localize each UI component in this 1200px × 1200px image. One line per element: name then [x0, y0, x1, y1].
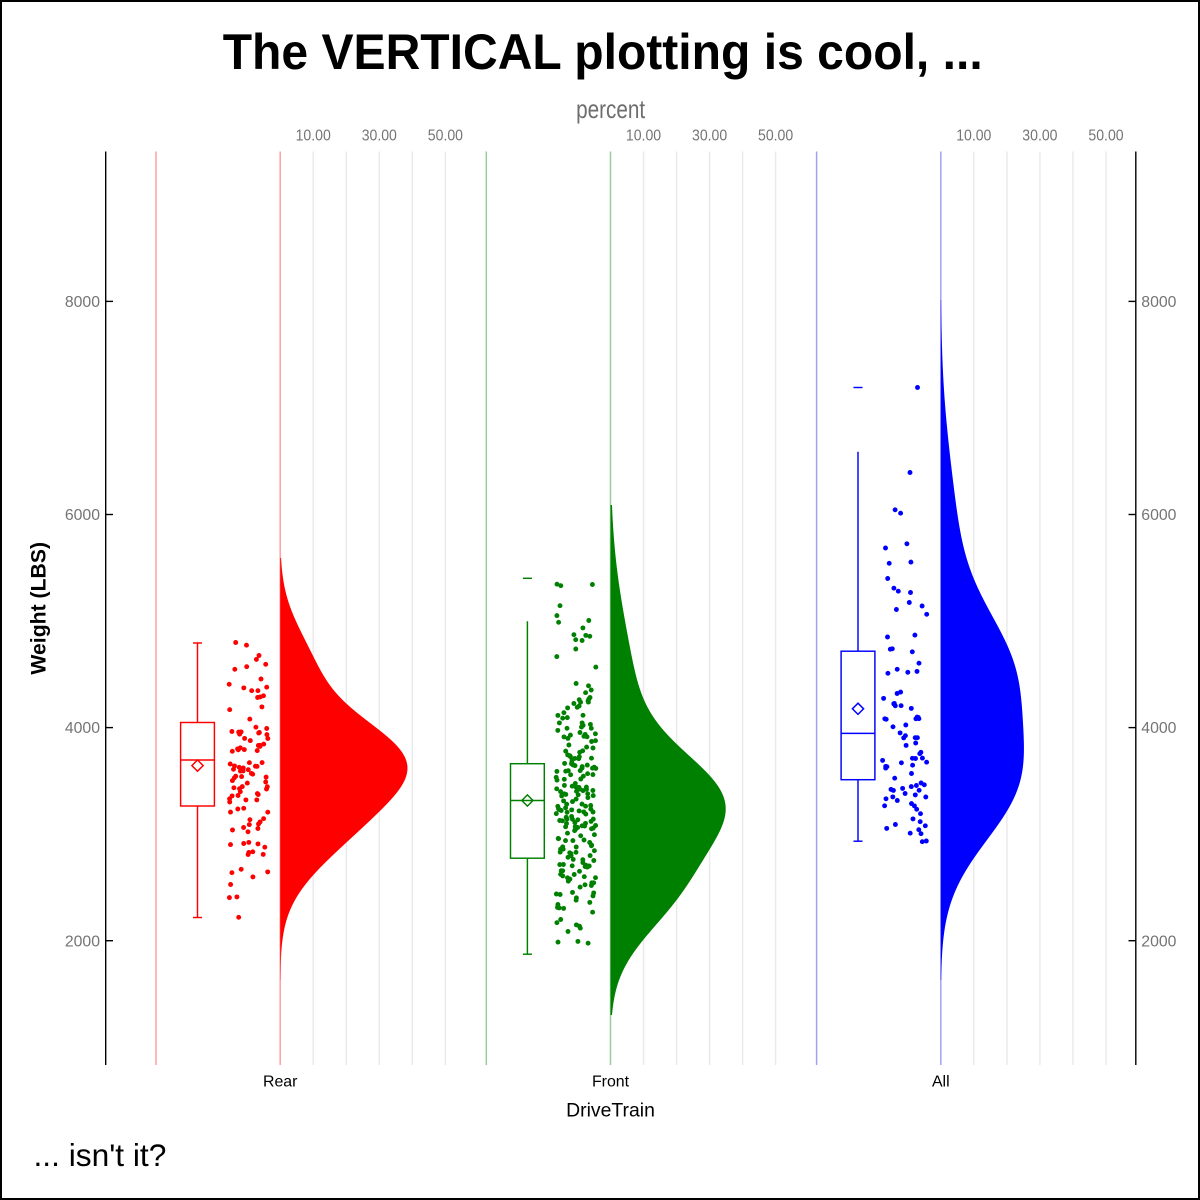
svg-text:30.00: 30.00	[1022, 128, 1058, 145]
svg-text:4000: 4000	[1141, 720, 1176, 737]
svg-text:50.00: 50.00	[1088, 128, 1124, 145]
svg-text:percent: percent	[576, 94, 646, 124]
svg-text:2000: 2000	[1141, 933, 1176, 950]
svg-text:... isn't it?: ... isn't it?	[34, 1137, 167, 1173]
svg-text:2000: 2000	[65, 933, 100, 950]
svg-text:Front: Front	[592, 1074, 630, 1091]
svg-text:6000: 6000	[65, 507, 100, 524]
svg-text:All: All	[932, 1074, 950, 1091]
svg-text:8000: 8000	[65, 294, 100, 311]
svg-text:6000: 6000	[1141, 507, 1176, 524]
svg-text:50.00: 50.00	[428, 128, 464, 145]
svg-text:10.00: 10.00	[956, 128, 992, 145]
svg-text:Weight (LBS): Weight (LBS)	[28, 542, 51, 675]
svg-text:10.00: 10.00	[296, 128, 332, 145]
svg-text:Rear: Rear	[263, 1074, 298, 1091]
svg-text:10.00: 10.00	[626, 128, 662, 145]
svg-text:The VERTICAL plotting is cool,: The VERTICAL plotting is cool, ...	[223, 24, 983, 80]
svg-text:30.00: 30.00	[362, 128, 398, 145]
svg-text:30.00: 30.00	[692, 128, 728, 145]
svg-text:4000: 4000	[65, 720, 100, 737]
svg-text:8000: 8000	[1141, 294, 1176, 311]
svg-text:50.00: 50.00	[758, 128, 794, 145]
svg-text:DriveTrain: DriveTrain	[566, 1100, 655, 1122]
